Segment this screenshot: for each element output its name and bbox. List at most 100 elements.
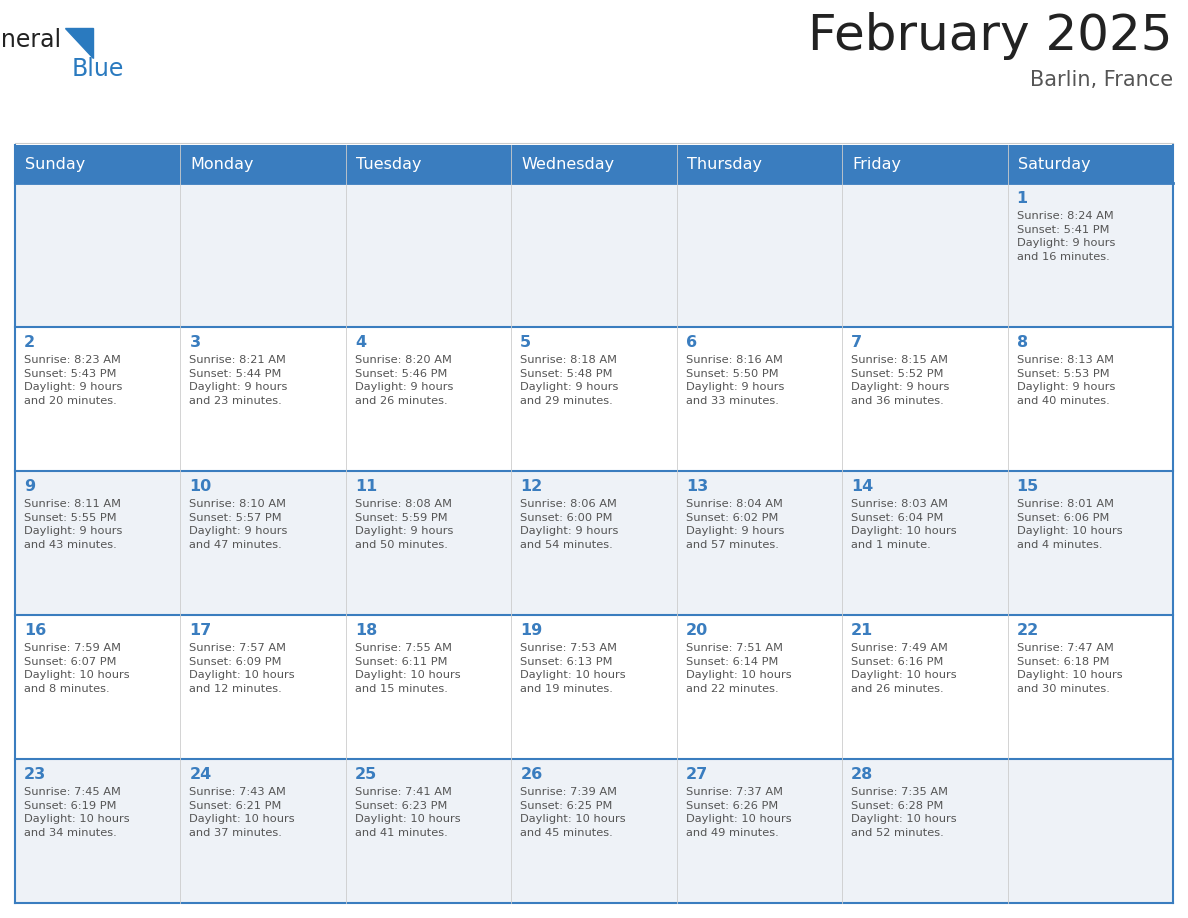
Text: 15: 15 (1017, 479, 1038, 494)
Bar (677, 327, 842, 471)
Text: 9: 9 (24, 479, 36, 494)
Text: 18: 18 (355, 623, 377, 638)
Text: Sunrise: 8:16 AM
Sunset: 5:50 PM
Daylight: 9 hours
and 33 minutes.: Sunrise: 8:16 AM Sunset: 5:50 PM Dayligh… (685, 355, 784, 406)
Bar (677, 183, 842, 327)
Text: 6: 6 (685, 335, 697, 350)
Text: 2: 2 (24, 335, 36, 350)
Text: Thursday: Thursday (687, 156, 762, 172)
Text: Tuesday: Tuesday (356, 156, 422, 172)
Text: 22: 22 (1017, 623, 1038, 638)
Bar (1007, 615, 1173, 759)
Bar (511, 471, 677, 615)
Text: 21: 21 (851, 623, 873, 638)
Text: 13: 13 (685, 479, 708, 494)
Bar (842, 145, 1007, 183)
Text: Sunrise: 7:49 AM
Sunset: 6:16 PM
Daylight: 10 hours
and 26 minutes.: Sunrise: 7:49 AM Sunset: 6:16 PM Dayligh… (851, 643, 956, 694)
Bar (15, 471, 181, 615)
Bar (346, 145, 511, 183)
Bar (181, 759, 346, 903)
Bar (15, 759, 181, 903)
Bar (842, 471, 1007, 615)
Bar (842, 183, 1007, 327)
Text: Sunrise: 7:43 AM
Sunset: 6:21 PM
Daylight: 10 hours
and 37 minutes.: Sunrise: 7:43 AM Sunset: 6:21 PM Dayligh… (189, 787, 295, 838)
Bar (181, 615, 346, 759)
Text: Blue: Blue (72, 57, 125, 81)
Bar (511, 145, 677, 183)
Text: 28: 28 (851, 767, 873, 782)
Text: Sunrise: 8:04 AM
Sunset: 6:02 PM
Daylight: 9 hours
and 57 minutes.: Sunrise: 8:04 AM Sunset: 6:02 PM Dayligh… (685, 499, 784, 550)
Bar (842, 327, 1007, 471)
Text: 27: 27 (685, 767, 708, 782)
Text: Sunrise: 7:59 AM
Sunset: 6:07 PM
Daylight: 10 hours
and 8 minutes.: Sunrise: 7:59 AM Sunset: 6:07 PM Dayligh… (24, 643, 129, 694)
Text: 20: 20 (685, 623, 708, 638)
Bar (1007, 471, 1173, 615)
Text: Sunrise: 7:35 AM
Sunset: 6:28 PM
Daylight: 10 hours
and 52 minutes.: Sunrise: 7:35 AM Sunset: 6:28 PM Dayligh… (851, 787, 956, 838)
Bar (181, 471, 346, 615)
Text: 11: 11 (355, 479, 377, 494)
Text: Barlin, France: Barlin, France (1030, 70, 1173, 90)
Bar (677, 471, 842, 615)
Text: Sunrise: 7:51 AM
Sunset: 6:14 PM
Daylight: 10 hours
and 22 minutes.: Sunrise: 7:51 AM Sunset: 6:14 PM Dayligh… (685, 643, 791, 694)
Text: Saturday: Saturday (1018, 156, 1091, 172)
Bar (346, 615, 511, 759)
Bar (511, 615, 677, 759)
Text: 10: 10 (189, 479, 211, 494)
Text: 3: 3 (189, 335, 201, 350)
Text: Sunrise: 8:03 AM
Sunset: 6:04 PM
Daylight: 10 hours
and 1 minute.: Sunrise: 8:03 AM Sunset: 6:04 PM Dayligh… (851, 499, 956, 550)
Text: General: General (0, 28, 62, 52)
Text: Sunrise: 7:55 AM
Sunset: 6:11 PM
Daylight: 10 hours
and 15 minutes.: Sunrise: 7:55 AM Sunset: 6:11 PM Dayligh… (355, 643, 461, 694)
Bar (15, 183, 181, 327)
Bar (1007, 183, 1173, 327)
Polygon shape (65, 28, 93, 58)
Text: Sunrise: 7:41 AM
Sunset: 6:23 PM
Daylight: 10 hours
and 41 minutes.: Sunrise: 7:41 AM Sunset: 6:23 PM Dayligh… (355, 787, 461, 838)
Text: 4: 4 (355, 335, 366, 350)
Text: Sunrise: 7:47 AM
Sunset: 6:18 PM
Daylight: 10 hours
and 30 minutes.: Sunrise: 7:47 AM Sunset: 6:18 PM Dayligh… (1017, 643, 1123, 694)
Bar (181, 145, 346, 183)
Bar (181, 327, 346, 471)
Text: Monday: Monday (190, 156, 254, 172)
Bar (842, 615, 1007, 759)
Bar (511, 183, 677, 327)
Bar (346, 471, 511, 615)
Text: February 2025: February 2025 (809, 12, 1173, 60)
Text: Sunrise: 8:01 AM
Sunset: 6:06 PM
Daylight: 10 hours
and 4 minutes.: Sunrise: 8:01 AM Sunset: 6:06 PM Dayligh… (1017, 499, 1123, 550)
Text: Sunrise: 7:39 AM
Sunset: 6:25 PM
Daylight: 10 hours
and 45 minutes.: Sunrise: 7:39 AM Sunset: 6:25 PM Dayligh… (520, 787, 626, 838)
Bar (677, 759, 842, 903)
Text: 17: 17 (189, 623, 211, 638)
Text: 16: 16 (24, 623, 46, 638)
Text: Sunrise: 8:21 AM
Sunset: 5:44 PM
Daylight: 9 hours
and 23 minutes.: Sunrise: 8:21 AM Sunset: 5:44 PM Dayligh… (189, 355, 287, 406)
Bar (677, 145, 842, 183)
Text: 14: 14 (851, 479, 873, 494)
Bar (346, 759, 511, 903)
Text: Sunrise: 8:23 AM
Sunset: 5:43 PM
Daylight: 9 hours
and 20 minutes.: Sunrise: 8:23 AM Sunset: 5:43 PM Dayligh… (24, 355, 122, 406)
Text: 5: 5 (520, 335, 531, 350)
Bar (181, 183, 346, 327)
Text: 26: 26 (520, 767, 543, 782)
Text: 1: 1 (1017, 191, 1028, 206)
Text: Sunrise: 8:18 AM
Sunset: 5:48 PM
Daylight: 9 hours
and 29 minutes.: Sunrise: 8:18 AM Sunset: 5:48 PM Dayligh… (520, 355, 619, 406)
Bar (511, 327, 677, 471)
Text: Sunday: Sunday (25, 156, 86, 172)
Bar (1007, 759, 1173, 903)
Text: Sunrise: 8:13 AM
Sunset: 5:53 PM
Daylight: 9 hours
and 40 minutes.: Sunrise: 8:13 AM Sunset: 5:53 PM Dayligh… (1017, 355, 1116, 406)
Text: Sunrise: 8:06 AM
Sunset: 6:00 PM
Daylight: 9 hours
and 54 minutes.: Sunrise: 8:06 AM Sunset: 6:00 PM Dayligh… (520, 499, 619, 550)
Text: 7: 7 (851, 335, 862, 350)
Bar (1007, 327, 1173, 471)
Text: Sunrise: 7:53 AM
Sunset: 6:13 PM
Daylight: 10 hours
and 19 minutes.: Sunrise: 7:53 AM Sunset: 6:13 PM Dayligh… (520, 643, 626, 694)
Text: 23: 23 (24, 767, 46, 782)
Bar (511, 759, 677, 903)
Text: Sunrise: 8:10 AM
Sunset: 5:57 PM
Daylight: 9 hours
and 47 minutes.: Sunrise: 8:10 AM Sunset: 5:57 PM Dayligh… (189, 499, 287, 550)
Bar (15, 145, 181, 183)
Bar (15, 615, 181, 759)
Text: Sunrise: 7:45 AM
Sunset: 6:19 PM
Daylight: 10 hours
and 34 minutes.: Sunrise: 7:45 AM Sunset: 6:19 PM Dayligh… (24, 787, 129, 838)
Bar (1007, 145, 1173, 183)
Bar (346, 327, 511, 471)
Text: 19: 19 (520, 623, 543, 638)
Bar (15, 327, 181, 471)
Text: Sunrise: 8:15 AM
Sunset: 5:52 PM
Daylight: 9 hours
and 36 minutes.: Sunrise: 8:15 AM Sunset: 5:52 PM Dayligh… (851, 355, 949, 406)
Bar (346, 183, 511, 327)
Text: Sunrise: 8:08 AM
Sunset: 5:59 PM
Daylight: 9 hours
and 50 minutes.: Sunrise: 8:08 AM Sunset: 5:59 PM Dayligh… (355, 499, 454, 550)
Text: 8: 8 (1017, 335, 1028, 350)
Text: Sunrise: 8:20 AM
Sunset: 5:46 PM
Daylight: 9 hours
and 26 minutes.: Sunrise: 8:20 AM Sunset: 5:46 PM Dayligh… (355, 355, 454, 406)
Bar (677, 615, 842, 759)
